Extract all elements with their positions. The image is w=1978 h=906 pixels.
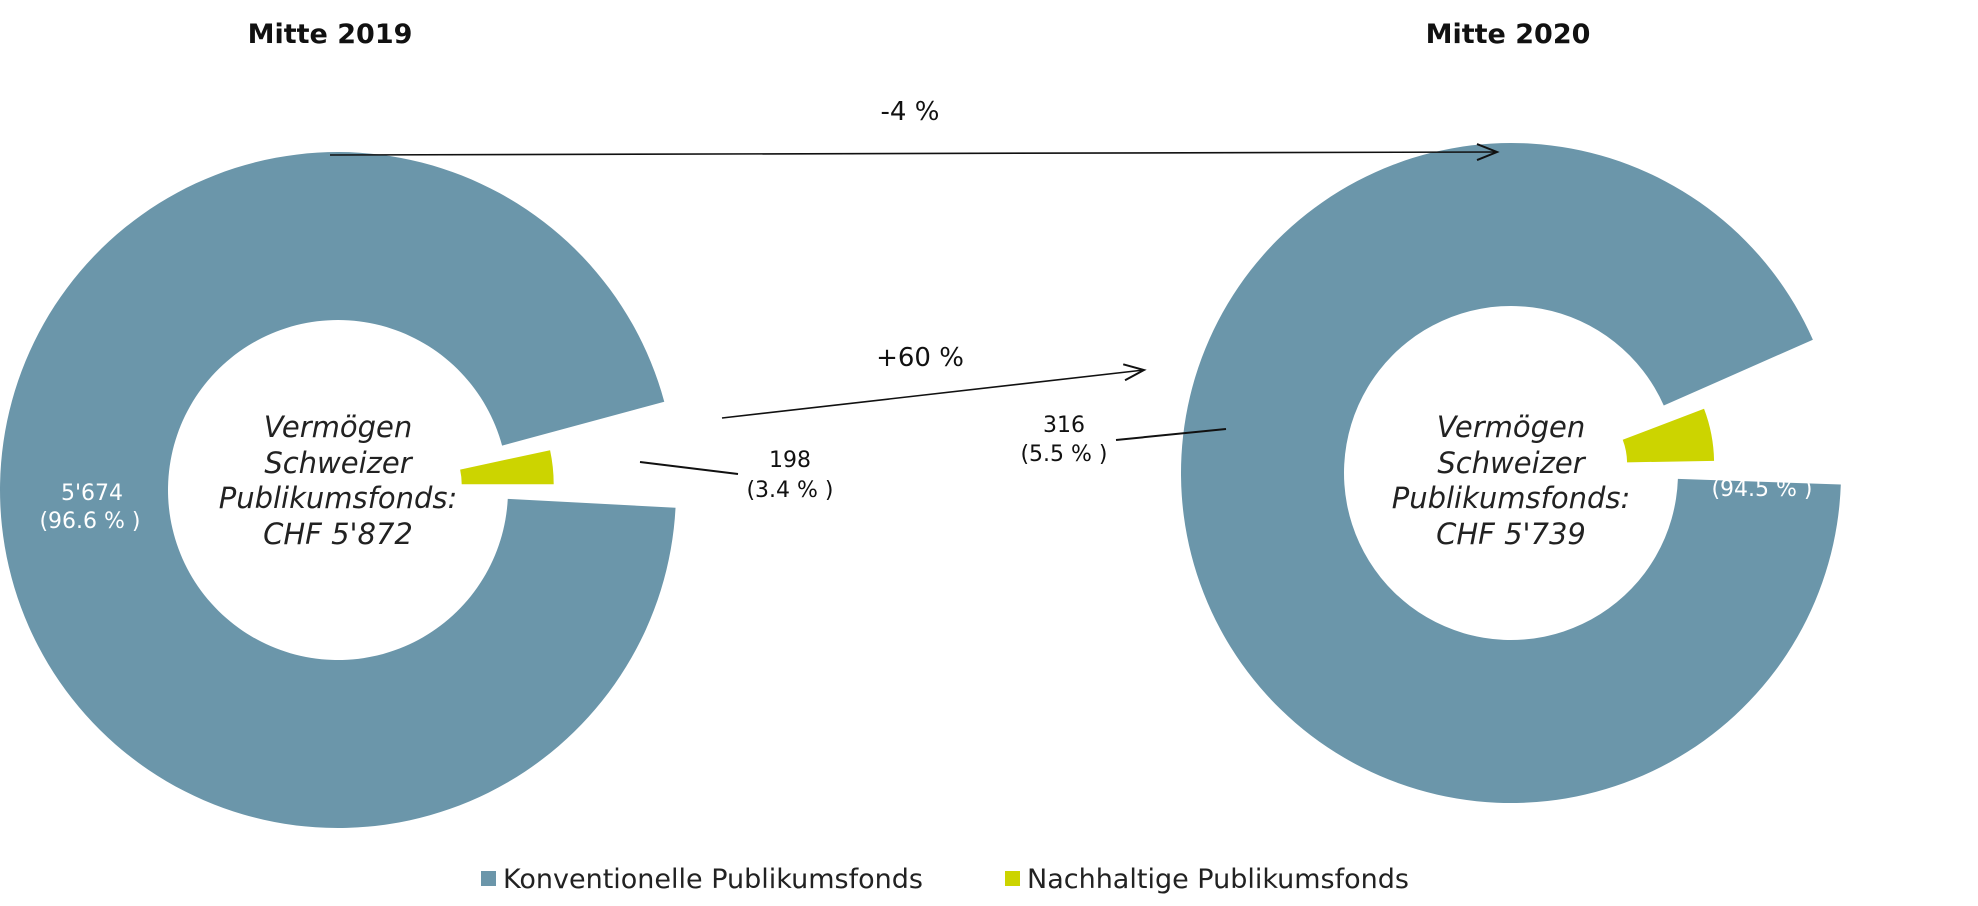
slice-nachhaltig-2019 xyxy=(460,450,554,485)
center-line-2019-4: CHF 5'872 xyxy=(263,517,413,551)
change-label-konventionell: -4 % xyxy=(881,97,940,127)
center-line-2020-1: Vermögen xyxy=(1437,410,1586,444)
chart-title-2020: Mitte 2020 xyxy=(1426,19,1591,50)
center-line-2019-2: Schweizer xyxy=(264,446,413,480)
pct-label-nachhaltig-2020: (5.5 % ) xyxy=(1020,442,1107,467)
pct-label-nachhaltig-2019: (3.4 % ) xyxy=(746,478,833,503)
slice-konventionell-2020 xyxy=(1181,143,1841,804)
leader-line-2019 xyxy=(639,461,739,475)
center-line-2020-3: Publikumsfonds: xyxy=(1392,481,1631,515)
legend-swatch-konventionell xyxy=(481,871,496,886)
arrow-konventionell-change xyxy=(329,143,1500,161)
center-line-2019-1: Vermögen xyxy=(264,410,413,444)
arrow-nachhaltig-change xyxy=(721,363,1147,419)
slice-nachhaltig-2020 xyxy=(1622,408,1715,463)
legend-label-konventionell: Konventionelle Publikumsfonds xyxy=(503,864,923,895)
pct-label-konventionell-2020: (94.5 % ) xyxy=(1711,477,1812,502)
center-line-2019-3: Publikumsfonds: xyxy=(219,481,458,515)
legend-swatch-nachhaltig xyxy=(1005,871,1020,886)
chart-title-2019: Mitte 2019 xyxy=(248,19,413,50)
slice-konventionell-2019 xyxy=(0,152,676,829)
change-label-nachhaltig: +60 % xyxy=(876,343,964,373)
data-label-nachhaltig-2019: 198 xyxy=(769,448,811,473)
legend: Konventionelle Publikumsfonds Nachhaltig… xyxy=(481,864,1409,895)
center-line-2020-4: CHF 5'739 xyxy=(1436,517,1586,551)
leader-line-2020 xyxy=(1115,428,1227,441)
donut-2019: Mitte 2019 Vermögen Schweizer Publikumsf… xyxy=(0,19,834,829)
data-label-nachhaltig-2020: 316 xyxy=(1043,413,1085,438)
change-annotations: -4 % +60 % xyxy=(329,97,1500,419)
data-label-konventionell-2020: 5'423 xyxy=(1732,449,1794,474)
pct-label-konventionell-2019: (96.6 % ) xyxy=(39,509,140,534)
data-label-konventionell-2019: 5'674 xyxy=(61,481,123,506)
center-line-2020-2: Schweizer xyxy=(1437,446,1586,480)
legend-label-nachhaltig: Nachhaltige Publikumsfonds xyxy=(1027,864,1409,895)
donut-2020: Mitte 2020 Vermögen Schweizer Publikumsf… xyxy=(1020,19,1841,804)
